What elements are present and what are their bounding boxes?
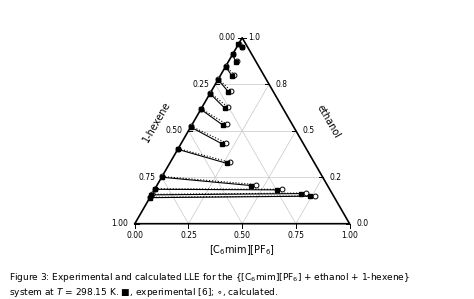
Text: 0.25: 0.25: [192, 80, 209, 89]
Text: 0.2: 0.2: [329, 173, 341, 182]
Text: 0.75: 0.75: [287, 231, 304, 240]
Text: ethanol: ethanol: [315, 103, 342, 140]
Text: 1.00: 1.00: [111, 219, 128, 228]
Text: Figure 3: Experimental and calculated LLE for the {[C$_6$mim][PF$_6$] + ethanol : Figure 3: Experimental and calculated LL…: [9, 271, 410, 299]
Text: 1.00: 1.00: [341, 231, 358, 240]
Text: 0.8: 0.8: [275, 80, 287, 89]
Text: 0.0: 0.0: [356, 219, 368, 228]
Text: 0.25: 0.25: [180, 231, 197, 240]
Text: 0.00: 0.00: [219, 33, 236, 42]
Text: [C$_6$mim][PF$_6$]: [C$_6$mim][PF$_6$]: [209, 243, 275, 257]
Text: 1.0: 1.0: [249, 33, 261, 42]
Text: 0.50: 0.50: [165, 126, 182, 135]
Text: 0.00: 0.00: [126, 231, 143, 240]
Text: 0.75: 0.75: [138, 173, 155, 182]
Text: 0.5: 0.5: [302, 126, 314, 135]
Text: 1-hexene: 1-hexene: [141, 99, 172, 144]
Text: 0.50: 0.50: [234, 231, 251, 240]
